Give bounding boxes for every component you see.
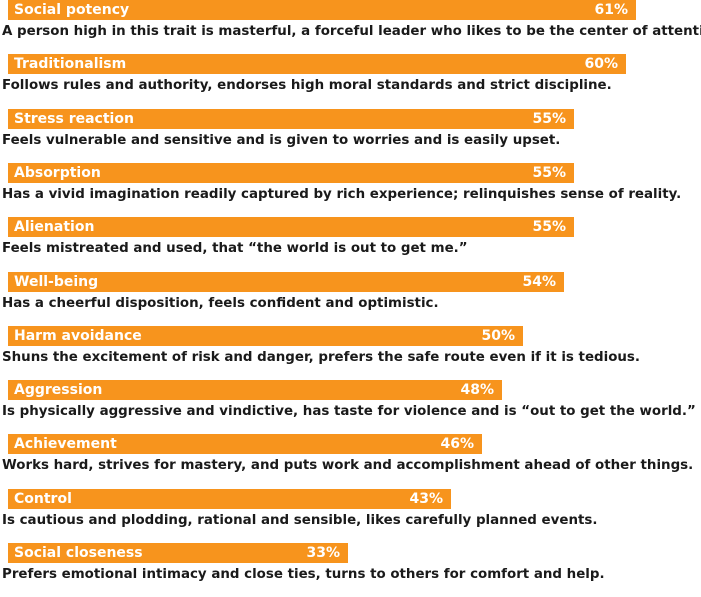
trait-percent: 48% <box>460 382 494 398</box>
trait-percent: 33% <box>306 545 340 561</box>
trait-bar: Stress reaction 55% <box>8 109 574 129</box>
trait-row: Achievement 46% Works hard, strives for ma… <box>0 434 701 488</box>
trait-row: Traditionalism 60% Follows rules and autho… <box>0 54 701 108</box>
trait-bar: Control 43% <box>8 489 451 509</box>
trait-name: Traditionalism <box>14 56 127 72</box>
trait-name: Absorption <box>14 165 101 181</box>
trait-row: Harm avoidance 50% Shuns the excitement of… <box>0 326 701 380</box>
trait-percent: 43% <box>409 491 443 507</box>
trait-description: Feels vulnerable and sensitive and is gi… <box>2 133 561 148</box>
trait-percent: 54% <box>522 274 556 290</box>
trait-bar: Achievement 46% <box>8 434 482 454</box>
trait-name: Well-being <box>14 274 99 290</box>
trait-name: Social closeness <box>14 545 143 561</box>
trait-percent: 60% <box>584 56 618 72</box>
trait-name: Achievement <box>14 436 117 452</box>
trait-row: Social potency 61% A person high in this t… <box>0 0 701 54</box>
trait-row: Alienation 55% Feels mistreated and used, … <box>0 217 701 271</box>
trait-description: Follows rules and authority, endorses hi… <box>2 78 612 93</box>
trait-row: Well-being 54% Has a cheerful disposition,… <box>0 272 701 326</box>
trait-bar: Well-being 54% <box>8 272 564 292</box>
trait-bar: Traditionalism 60% <box>8 54 626 74</box>
trait-name: Aggression <box>14 382 103 398</box>
trait-description: A person high in this trait is masterful… <box>2 24 701 39</box>
trait-row: Stress reaction 55% Feels vulnerable and s… <box>0 109 701 163</box>
trait-description: Shuns the excitement of risk and danger,… <box>2 350 640 365</box>
trait-row: Aggression 48% Is physically aggressive an… <box>0 380 701 434</box>
trait-bar: Aggression 48% <box>8 380 502 400</box>
trait-description: Is cautious and plodding, rational and s… <box>2 513 598 528</box>
trait-description: Has a vivid imagination readily captured… <box>2 187 682 202</box>
trait-row: Absorption 55% Has a vivid imagination rea… <box>0 163 701 217</box>
trait-percent: 50% <box>481 328 515 344</box>
trait-bar: Social closeness 33% <box>8 543 348 563</box>
trait-row: Social closeness 33% Prefers emotional int… <box>0 543 701 597</box>
trait-name: Stress reaction <box>14 111 134 127</box>
trait-percent: 55% <box>532 219 566 235</box>
trait-percent: 55% <box>532 165 566 181</box>
trait-description: Prefers emotional intimacy and close tie… <box>2 567 605 582</box>
trait-description: Has a cheerful disposition, feels confid… <box>2 296 439 311</box>
trait-name: Harm avoidance <box>14 328 142 344</box>
trait-percent: 46% <box>440 436 474 452</box>
trait-bar-chart: Social potency 61% A person high in this t… <box>0 0 701 582</box>
trait-name: Alienation <box>14 219 95 235</box>
trait-percent: 55% <box>532 111 566 127</box>
trait-bar: Harm avoidance 50% <box>8 326 523 346</box>
trait-description: Is physically aggressive and vindictive,… <box>2 404 696 419</box>
trait-row: Control 43% Is cautious and plodding, rati… <box>0 489 701 543</box>
trait-bar: Social potency 61% <box>8 0 636 20</box>
trait-percent: 61% <box>594 2 628 18</box>
trait-name: Social potency <box>14 2 130 18</box>
trait-description: Feels mistreated and used, that “the wor… <box>2 241 468 256</box>
trait-name: Control <box>14 491 72 507</box>
trait-bar: Absorption 55% <box>8 163 574 183</box>
trait-bar: Alienation 55% <box>8 217 574 237</box>
trait-description: Works hard, strives for mastery, and put… <box>2 458 694 473</box>
